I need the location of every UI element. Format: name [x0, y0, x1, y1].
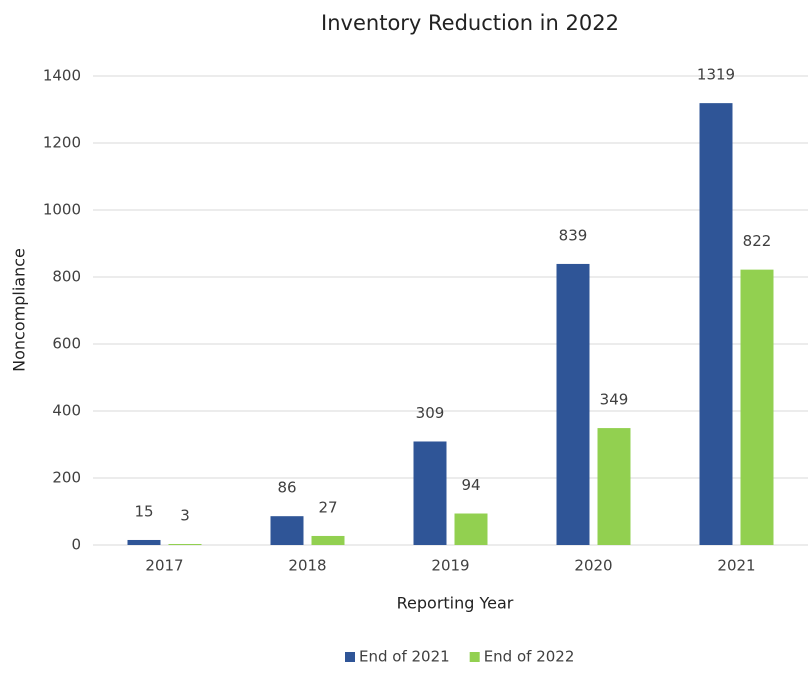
bar [699, 103, 733, 545]
bar [270, 516, 304, 545]
x-tick-label: 2018 [288, 557, 326, 575]
y-tick-label: 0 [71, 536, 81, 554]
y-tick-label: 800 [52, 268, 81, 286]
data-label: 27 [318, 498, 337, 516]
bar [740, 269, 774, 545]
x-tick-label: 2020 [574, 557, 612, 575]
y-tick-label: 1400 [43, 67, 81, 85]
data-label: 1319 [697, 66, 735, 84]
y-tick-label: 1000 [43, 201, 81, 219]
y-tick-label: 600 [52, 335, 81, 353]
bar [454, 513, 488, 545]
data-label: 3 [180, 506, 190, 524]
y-axis-title: Noncompliance [10, 248, 29, 372]
chart-title: Inventory Reduction in 2022 [321, 11, 619, 35]
y-tick-label: 1200 [43, 134, 81, 152]
data-label: 822 [743, 232, 772, 250]
bar [413, 441, 447, 545]
y-tick-label: 200 [52, 469, 81, 487]
data-label: 86 [277, 479, 296, 497]
bar [168, 543, 202, 545]
data-label: 839 [559, 226, 588, 244]
x-tick-label: 2019 [431, 557, 469, 575]
legend-swatch [345, 652, 355, 662]
bar [556, 263, 590, 545]
legend-label: End of 2022 [484, 648, 575, 666]
legend-label: End of 2021 [359, 648, 450, 666]
bar [597, 428, 631, 545]
x-tick-label: 2017 [145, 557, 183, 575]
data-label: 94 [461, 476, 480, 494]
x-tick-label: 2021 [717, 557, 755, 575]
bar [127, 539, 161, 545]
data-label: 15 [134, 502, 153, 520]
data-label: 309 [416, 404, 445, 422]
y-tick-label: 400 [52, 402, 81, 420]
legend-swatch [469, 652, 480, 662]
data-label: 349 [600, 391, 629, 409]
bar [311, 535, 345, 545]
x-axis-title: Reporting Year [397, 594, 514, 613]
